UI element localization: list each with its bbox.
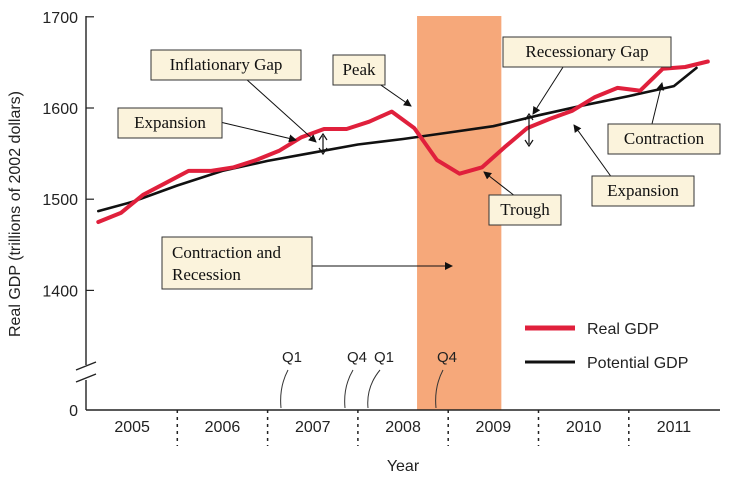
x-tick-label: 2009 xyxy=(476,419,512,436)
quarter-label: Q4 xyxy=(347,349,367,366)
trough-label: Trough xyxy=(488,194,562,226)
peak-label: Peak xyxy=(332,54,386,86)
x-tick-label: 2011 xyxy=(657,419,692,436)
x-tick-label: 2010 xyxy=(566,419,602,436)
y-tick-label-zero: 0 xyxy=(69,403,78,420)
y-tick-label: 1600 xyxy=(42,101,78,118)
svg-text:Trough: Trough xyxy=(500,200,550,219)
svg-text:Peak: Peak xyxy=(342,60,376,79)
series-lines xyxy=(96,59,710,224)
y-ticks: 1700 1600 1500 1400 0 xyxy=(42,10,94,420)
contraction-recession-label: Contraction and Recession xyxy=(161,236,313,290)
legend: Real GDP Potential GDP xyxy=(525,321,688,372)
x-tick-label: 2008 xyxy=(385,419,421,436)
contraction-label: Contraction xyxy=(607,123,721,155)
quarter-label: Q1 xyxy=(282,349,302,366)
y-tick-label: 1400 xyxy=(42,283,78,300)
svg-text:Expansion: Expansion xyxy=(134,113,206,132)
inflationary-gap-label: Inflationary Gap xyxy=(150,49,302,81)
svg-text:Contraction: Contraction xyxy=(624,129,705,148)
recession-shading xyxy=(417,16,502,410)
svg-text:Recessionary Gap: Recessionary Gap xyxy=(525,42,648,61)
quarter-pointer xyxy=(435,369,444,409)
potential-gdp-line xyxy=(97,66,698,213)
x-axis-title: Year xyxy=(387,458,420,475)
svg-text:Inflationary Gap: Inflationary Gap xyxy=(170,55,283,74)
quarter-pointer xyxy=(344,369,354,409)
x-tick-label: 2006 xyxy=(205,419,241,436)
year-separators xyxy=(176,410,630,446)
year-labels: 2005 2006 2007 2008 2009 2010 2011 xyxy=(114,419,691,436)
expansion-right-label: Expansion xyxy=(591,175,695,207)
quarter-pointer xyxy=(280,369,289,409)
axis-break-icon xyxy=(75,361,97,383)
y-tick-label: 1700 xyxy=(42,10,78,27)
x-tick-label: 2005 xyxy=(114,419,150,436)
legend-label-real-gdp: Real GDP xyxy=(587,321,659,338)
real-gdp-line xyxy=(96,59,710,224)
y-axis-title: Real GDP (trillions of 2002 dollars) xyxy=(7,91,24,337)
x-tick-label: 2007 xyxy=(295,419,331,436)
svg-text:Expansion: Expansion xyxy=(607,181,679,200)
inflationary-gap-arrow-icon xyxy=(318,132,328,156)
recessionary-gap-arrow-icon xyxy=(524,112,534,148)
y-tick-label: 1500 xyxy=(42,192,78,209)
quarter-pointer xyxy=(367,369,381,409)
quarter-label: Q1 xyxy=(374,349,394,366)
expansion-left-label: Expansion xyxy=(117,107,223,139)
svg-text:Contraction and: Contraction and xyxy=(172,243,282,262)
quarter-label: Q4 xyxy=(437,349,457,366)
recessionary-gap-label: Recessionary Gap xyxy=(502,36,672,68)
quarter-markers: Q1 Q4 Q1 Q4 xyxy=(280,349,457,409)
svg-text:Recession: Recession xyxy=(172,265,241,284)
legend-label-potential-gdp: Potential GDP xyxy=(587,355,688,372)
